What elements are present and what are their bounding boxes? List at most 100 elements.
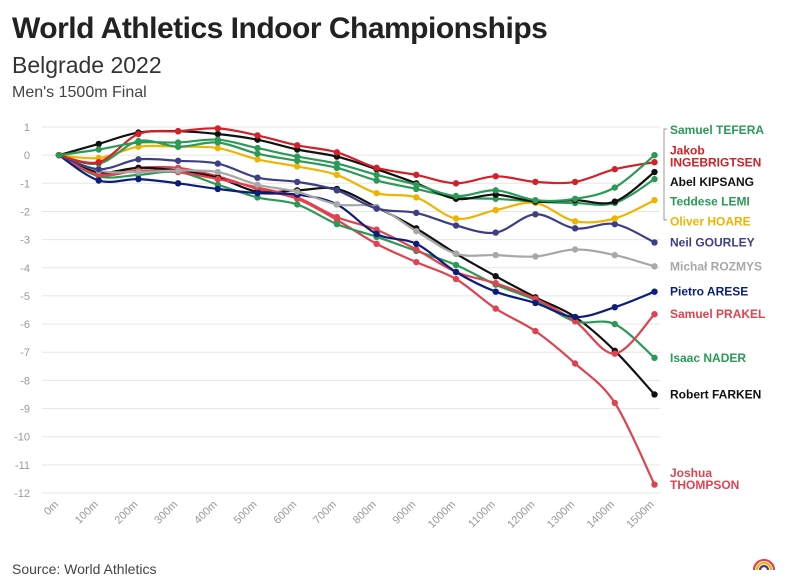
series-line [57,154,656,268]
data-point [294,153,301,160]
chart-subtitle: Belgrade 2022 [12,52,162,78]
series-label-line: Teddese LEMI [670,195,750,209]
x-tick-label: 800m [351,499,379,527]
data-point [611,220,618,228]
data-point [651,158,658,166]
series-jakob-ingebrigtsen [55,125,658,187]
data-point [611,198,618,205]
series-label: Joshua THOMPSON [670,466,739,492]
series-label-line: Robert FARKEN [670,387,761,401]
data-point [294,142,301,149]
x-tick-label: 0m [42,499,61,518]
x-tick-label: 300m [152,499,180,527]
series-label-line: THOMPSON [670,478,739,492]
y-tick-label: 0 [24,150,30,162]
data-point [492,251,499,259]
data-point [214,130,221,138]
data-point [571,360,579,367]
x-tick-label: 1200m [505,499,537,531]
series-line [57,154,656,396]
data-point [651,288,658,295]
data-point [651,391,658,398]
source-note: Source: World Athletics [12,561,157,577]
x-tick-label: 700m [311,499,339,527]
data-point [174,128,182,135]
data-point [611,320,618,328]
data-point [174,167,182,174]
leader-bracket [663,128,667,221]
data-point [492,206,499,214]
series-line [57,154,656,244]
data-point [294,163,301,170]
data-point [174,139,182,146]
data-point [254,150,261,157]
data-point [373,164,380,172]
x-tick-label: 100m [73,499,101,527]
data-point [651,263,658,270]
x-tick-label: 1500m [624,499,656,531]
data-point [452,275,460,283]
data-point [452,261,460,269]
y-tick-label: -6 [20,319,30,331]
series-robert-farken [55,151,658,398]
series-line [57,138,656,203]
data-point [492,280,499,287]
data-point [373,171,380,179]
data-point [492,173,499,180]
data-point [333,201,341,208]
data-point [135,156,142,163]
data-point [651,311,658,318]
y-tick-label: -12 [14,488,30,500]
data-point [333,160,341,167]
data-point [571,178,579,186]
data-point [214,125,221,132]
x-tick-label: 500m [232,499,260,527]
series-line [57,144,656,224]
data-point [492,273,499,280]
data-point [333,220,341,228]
data-point [532,178,539,186]
data-point [413,181,420,188]
data-point [373,205,380,212]
data-point [571,225,579,232]
data-point [214,160,221,167]
y-tick-label: 1 [24,122,30,134]
data-point [611,184,618,191]
series-label-line: Pietro ARESE [670,285,748,299]
y-tick-label: -1 [20,178,30,190]
series-label-line: Isaac NADER [670,351,746,365]
data-point [452,268,460,276]
data-point [214,185,221,193]
y-tick-label: -4 [20,263,30,275]
data-point [492,305,499,312]
x-tick-label: 1100m [466,499,498,531]
data-point [413,209,420,217]
data-point [452,192,460,200]
data-point [611,251,618,259]
data-point [254,181,261,188]
data-point [373,240,380,248]
data-point [532,299,539,307]
series-label-line: Joshua [670,466,712,480]
series-label: Oliver HOARE [670,214,751,228]
data-point [651,239,658,246]
x-tick-label: 200m [113,499,141,527]
data-point [532,197,539,204]
y-tick-label: -5 [20,291,30,303]
y-tick-label: -10 [14,432,30,444]
data-point [452,215,460,222]
data-point [651,354,658,362]
series-label: Teddese LEMI [670,195,750,209]
x-tick-label: 900m [390,499,418,527]
series-label: Neil GOURLEY [670,235,755,249]
x-tick-label: 600m [271,499,299,527]
x-tick-label: 1000m [426,499,458,531]
data-point [571,195,579,202]
series-line [57,154,656,319]
series-samuel-tefera [55,136,658,204]
series-label-line: Oliver HOARE [670,214,751,228]
data-point [254,189,261,197]
data-point [413,240,420,248]
chart-title: World Athletics Indoor Championships [12,12,548,45]
series-label: Jakob INGEBRIGTSEN [670,144,761,170]
